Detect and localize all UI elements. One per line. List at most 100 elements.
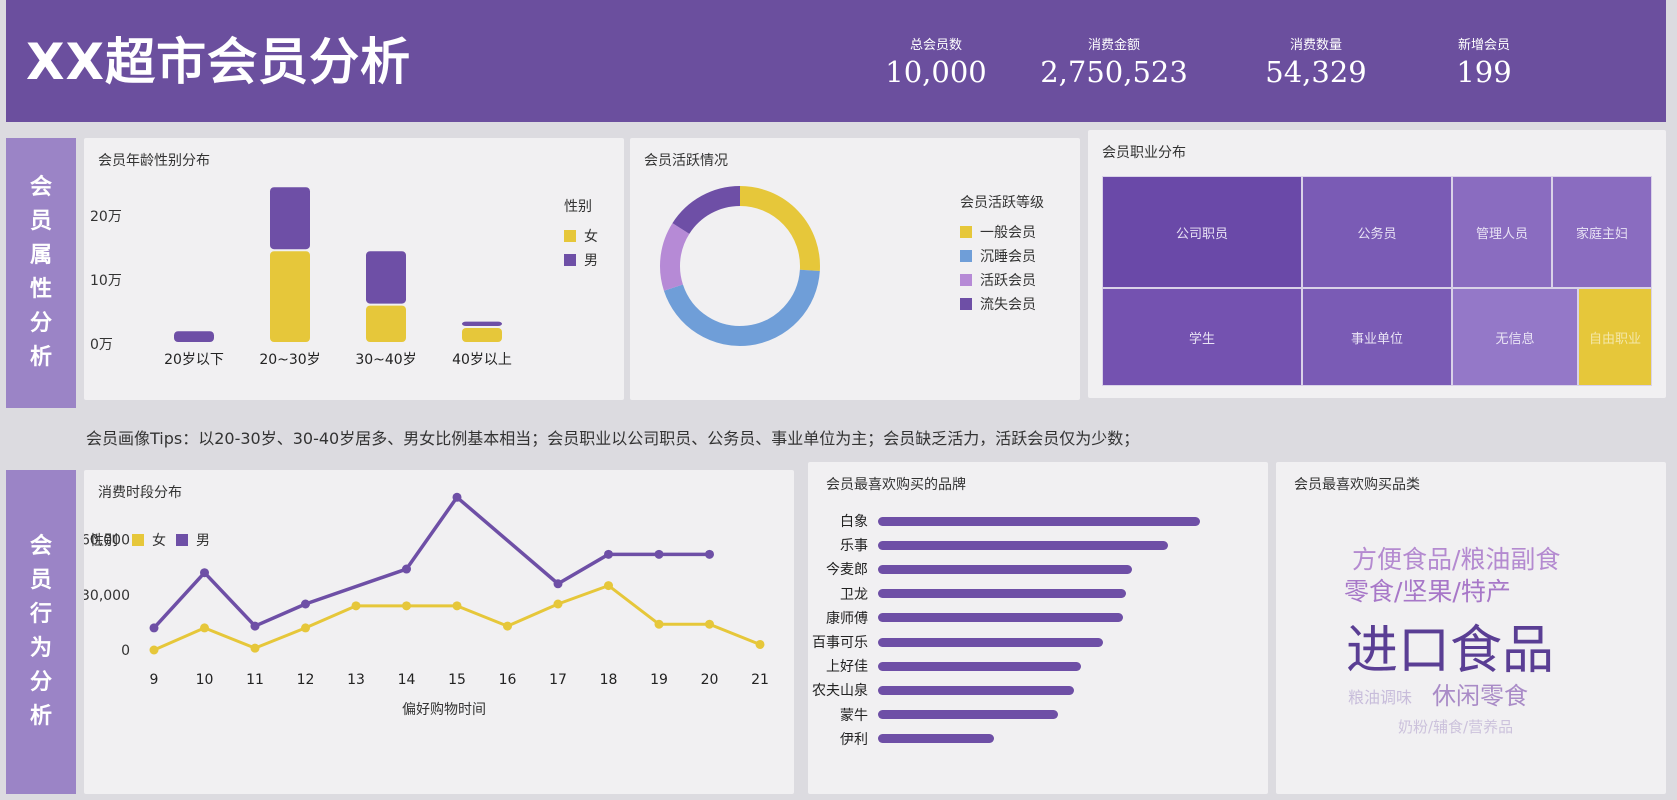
- data-point: [301, 599, 310, 609]
- data-point: [452, 492, 462, 502]
- bar-male: [174, 331, 214, 342]
- legend-label: 流失会员: [980, 297, 1036, 313]
- data-point: [705, 619, 714, 629]
- brand-bar: [878, 516, 1200, 526]
- panel-categories: 会员最喜欢购买品类 方便食品/粮油副食 零食/坚果/特产 进口食品 粮油调味 休…: [1276, 462, 1666, 794]
- data-point: [200, 568, 209, 578]
- brand-bar: [878, 685, 1075, 695]
- legend-item-lost: 流失会员: [960, 292, 1044, 316]
- brand-bar: [878, 589, 1126, 599]
- data-point: [654, 619, 664, 629]
- donut-slice: [672, 186, 741, 235]
- y-tick-label: 0万: [90, 337, 113, 353]
- brand-row: 农夫山泉: [808, 679, 1075, 701]
- donut-slice: [660, 223, 690, 291]
- time-legend: 性别 女 男: [90, 530, 210, 550]
- panel-title: 会员职业分布: [1102, 145, 1186, 161]
- y-tick-label: 20万: [90, 209, 122, 225]
- brand-label: 康师傅: [826, 610, 868, 627]
- legend-swatch: [960, 250, 972, 262]
- brand-label: 今麦郎: [826, 562, 868, 579]
- legend-swatch: [960, 274, 972, 286]
- panel-brands: 会员最喜欢购买的品牌 白象 乐事 今麦郎 卫龙 康师傅 百事可乐 上好佳 农夫山泉 蒙牛 伊利: [808, 462, 1268, 794]
- x-tick-label: 16: [499, 672, 517, 688]
- brand-label: 白象: [840, 514, 868, 530]
- member-profile-tips: 会员画像Tips：以20-30岁、30-40岁居多、男女比例基本相当；会员职业以…: [86, 429, 1140, 448]
- data-point: [402, 601, 411, 611]
- kpi-total-members: 总会员数 10,000: [856, 34, 1016, 89]
- brand-label: 上好佳: [826, 659, 868, 676]
- x-tick-label: 30~40岁: [355, 352, 416, 368]
- legend-item-dormant: 沉睡会员: [960, 244, 1044, 268]
- panel-time-distribution: 消费时段分布 性别 女 男 0 30,000 60,000 9 10 11 12 13 14 15…: [84, 470, 794, 794]
- panel-age-gender: 会员年龄性别分布 0万 10万 20万 20岁以下 20~30岁 30~40岁 40岁以上 …: [84, 138, 624, 400]
- data-point: [200, 623, 209, 633]
- legend-swatch: [960, 298, 972, 310]
- data-point: [503, 621, 512, 631]
- treemap-cell-no-info: 无信息: [1452, 288, 1578, 386]
- section-char: 析: [29, 704, 52, 729]
- brand-label: 伊利: [840, 731, 868, 748]
- treemap-cell-student: 学生: [1102, 288, 1302, 386]
- activity-donut-chart: [660, 186, 820, 346]
- x-tick-label: 12: [297, 672, 315, 688]
- legend-swatch: [960, 226, 972, 238]
- section-char: 分: [29, 670, 52, 695]
- x-tick-label: 9: [150, 672, 159, 688]
- time-line-chart: 0 30,000 60,000 9 10 11 12 13 14 15 16 17 18 19 20 21 偏好…: [84, 492, 769, 718]
- section-char: 属: [29, 243, 52, 268]
- brand-row: 康师傅: [808, 607, 1123, 629]
- brand-label: 蒙牛: [840, 707, 868, 724]
- panel-occupation: 会员职业分布 公司职员 公务员 管理人员 家庭主妇 学生 事业单位 无信息 自由…: [1088, 130, 1666, 398]
- brand-row: 今麦郎: [808, 558, 1133, 580]
- bar-male: [366, 251, 406, 304]
- kpi-label: 消费金额: [1087, 38, 1140, 53]
- word-cloud-term: 休闲零食: [1432, 682, 1528, 710]
- kpi-label: 总会员数: [909, 38, 962, 53]
- kpi-spend-quantity: 消费数量 54,329: [1236, 34, 1396, 89]
- x-axis-title: 偏好购物时间: [402, 702, 486, 718]
- legend-item-active: 活跃会员: [960, 268, 1044, 292]
- legend-swatch: [176, 534, 188, 546]
- brand-bar: [878, 564, 1133, 574]
- age-legend: 性别 女 男: [564, 196, 598, 272]
- legend-item-female: 女: [564, 224, 598, 248]
- panel-title: 会员最喜欢购买的品牌: [826, 477, 966, 493]
- brand-row: 上好佳: [808, 655, 1081, 677]
- data-point: [705, 549, 714, 559]
- section-char: 分: [29, 311, 52, 336]
- treemap-cell-company-staff: 公司职员: [1102, 176, 1302, 288]
- bar-male: [462, 321, 502, 326]
- x-tick-label: 18: [600, 672, 618, 688]
- bar-male: [270, 187, 310, 250]
- x-tick-label: 20岁以下: [164, 352, 224, 368]
- y-tick-label: 0: [121, 643, 130, 659]
- kpi-value: 54,329: [1265, 55, 1367, 89]
- legend-label: 一般会员: [980, 225, 1036, 241]
- brand-bar: [878, 710, 1059, 720]
- brand-label: 乐事: [840, 538, 868, 555]
- age-gender-chart: 0万 10万 20万 20岁以下 20~30岁 30~40岁 40岁以上: [90, 187, 512, 368]
- x-tick-label: 11: [246, 672, 264, 688]
- x-tick-label: 14: [398, 672, 416, 688]
- legend-item-regular: 一般会员: [960, 220, 1044, 244]
- legend-swatch: [564, 254, 576, 266]
- data-point: [755, 639, 765, 649]
- section-label-attributes: 会 员 属 性 分 析: [6, 138, 76, 408]
- brand-bar-list: 白象 乐事 今麦郎 卫龙 康师傅 百事可乐 上好佳 农夫山泉 蒙牛 伊利: [808, 510, 1268, 790]
- y-tick-label: 30,000: [84, 588, 130, 604]
- legend-label: 男: [584, 253, 598, 269]
- panel-title: 会员活跃情况: [644, 153, 728, 169]
- data-point: [654, 549, 664, 559]
- panel-activity: 会员活跃情况 会员活跃等级 一般会员 沉睡会员 活跃会员 流失会员: [630, 138, 1080, 400]
- section-char: 析: [29, 345, 52, 370]
- brand-row: 白象: [808, 510, 1200, 532]
- treemap-cell-institution: 事业单位: [1302, 288, 1452, 386]
- x-tick-label: 10: [196, 672, 214, 688]
- legend-swatch: [132, 534, 144, 546]
- brand-row: 百事可乐: [808, 631, 1104, 653]
- brand-bar: [878, 661, 1081, 671]
- treemap-cell-manager: 管理人员: [1452, 176, 1552, 288]
- legend-title: 会员活跃等级: [960, 195, 1044, 211]
- legend-title: 性别: [564, 199, 592, 215]
